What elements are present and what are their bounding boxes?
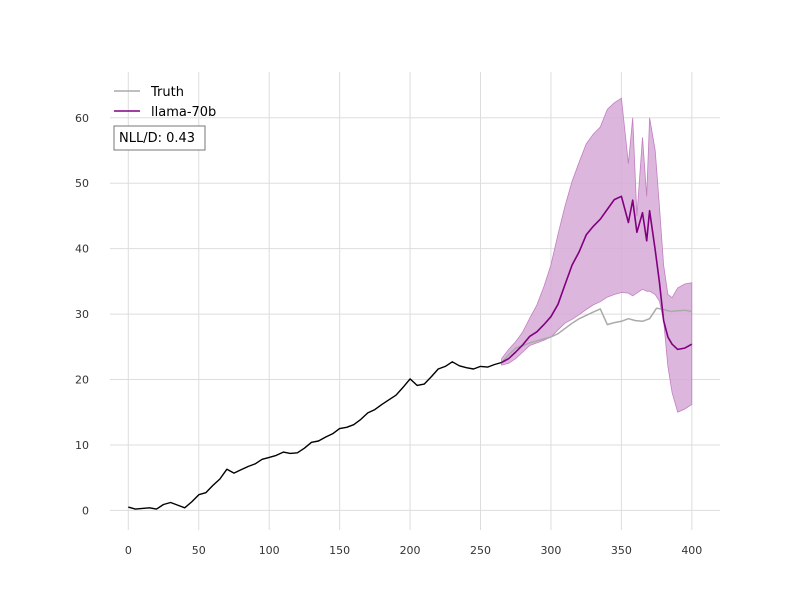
history-line bbox=[128, 361, 502, 510]
forecast-interval-band bbox=[501, 97, 693, 413]
forecast-line bbox=[501, 195, 693, 364]
x-tick-label: 0 bbox=[125, 544, 132, 557]
x-tick-label: 250 bbox=[470, 544, 491, 557]
legend-truth-label: Truth bbox=[150, 85, 184, 100]
y-tick-label: 0 bbox=[82, 504, 89, 517]
x-tick-label: 100 bbox=[259, 544, 280, 557]
y-tick-label: 60 bbox=[75, 112, 89, 125]
legend: Truth llama-70b bbox=[114, 85, 216, 120]
x-tick-label: 350 bbox=[611, 544, 632, 557]
truth-line bbox=[501, 307, 692, 364]
forecast-band-layer bbox=[501, 97, 693, 413]
tick-labels: 0 50 100 150 200 250 300 350 400 0 10 20 30 40 50 60 bbox=[75, 112, 702, 557]
y-tick-label: 10 bbox=[75, 439, 89, 452]
annotation-text: NLL/D: 0.43 bbox=[119, 131, 195, 146]
nll-annotation: NLL/D: 0.43 bbox=[113, 125, 206, 151]
y-tick-label: 40 bbox=[75, 243, 89, 256]
y-tick-label: 20 bbox=[75, 374, 89, 387]
x-tick-label: 400 bbox=[681, 544, 702, 557]
legend-llama-label: llama-70b bbox=[151, 105, 216, 120]
series-layer bbox=[128, 195, 693, 510]
x-tick-label: 50 bbox=[192, 544, 206, 557]
x-tick-label: 200 bbox=[400, 544, 421, 557]
y-tick-label: 50 bbox=[75, 177, 89, 190]
y-tick-label: 30 bbox=[75, 308, 89, 321]
annotation-box bbox=[113, 125, 206, 151]
x-tick-label: 150 bbox=[329, 544, 350, 557]
x-tick-label: 300 bbox=[540, 544, 561, 557]
